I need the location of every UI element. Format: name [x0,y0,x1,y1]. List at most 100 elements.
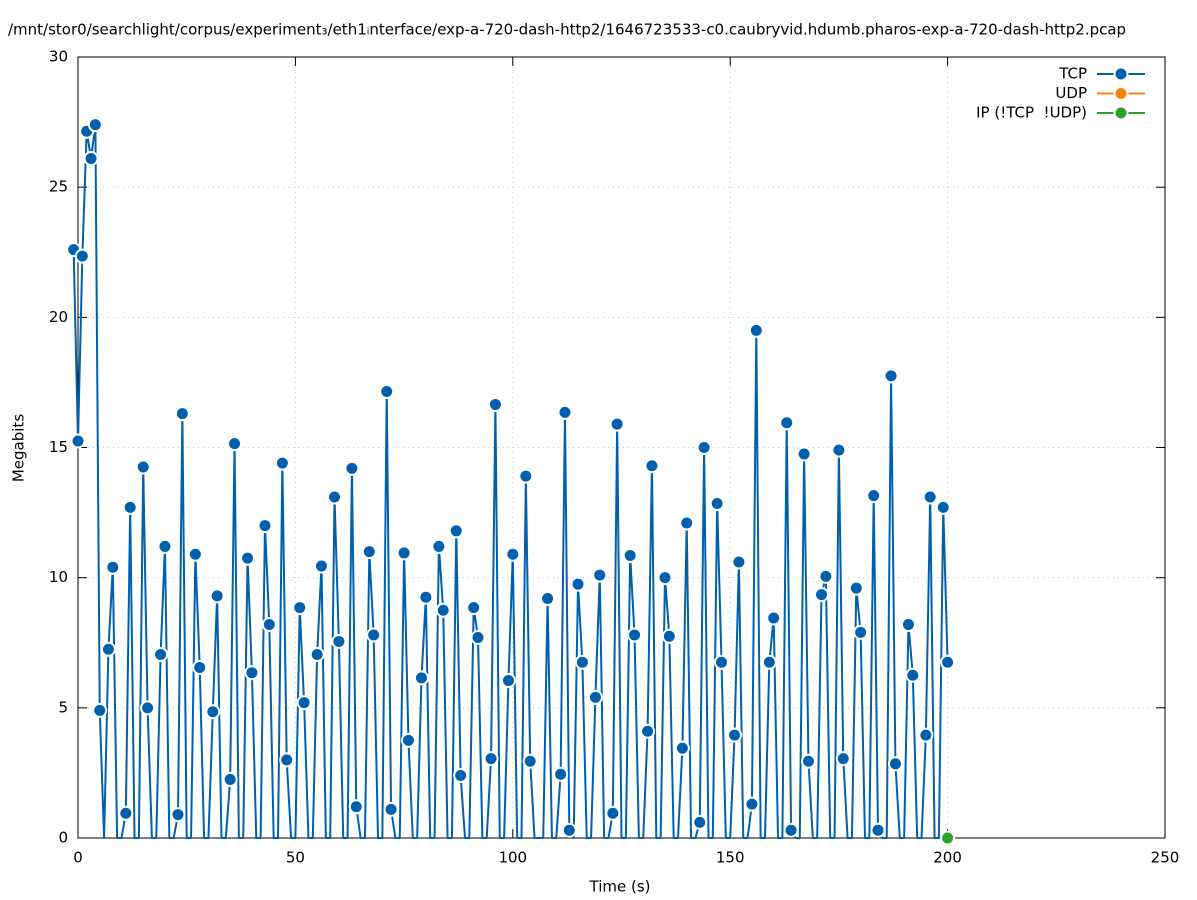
legend-marker [1113,66,1129,82]
data-point [887,756,903,772]
y-tick-label: 5 [58,698,68,716]
data-point [296,695,312,711]
data-point [244,665,260,681]
data-point [122,499,138,515]
data-point [70,433,86,449]
data-point [779,415,795,431]
y-tick-label: 30 [49,48,68,66]
y-tick-label: 20 [49,308,68,326]
y-tick-label: 15 [49,438,68,456]
data-point [522,753,538,769]
data-point [187,546,203,562]
data-point [835,751,851,767]
data-point [853,624,869,640]
data-point [170,807,186,823]
data-point [240,550,256,566]
plot-border [77,56,1166,839]
data-point [135,459,151,475]
data-point [918,727,934,743]
data-point [605,805,621,821]
data-point [257,518,273,534]
data-point [657,570,673,586]
data-point [279,752,295,768]
y-tick-label: 0 [58,829,68,847]
data-point [487,397,503,413]
data-point [940,654,956,670]
data-point [800,753,816,769]
data-point [105,559,121,575]
data-point [400,732,416,748]
data-point [222,771,238,787]
data-point [587,689,603,705]
data-point [331,633,347,649]
data-point [83,151,99,167]
data-point [661,628,677,644]
data-point [922,489,938,505]
data-point [744,796,760,812]
data-point [366,627,382,643]
data-point [518,468,534,484]
y-tick-label: 10 [49,568,68,586]
data-point [361,544,377,560]
data-point [674,740,690,756]
data-point [92,702,108,718]
data-point [379,384,395,400]
chart-title: /mnt/stor0/searchlight/corpus/experiment… [8,21,1126,39]
data-point [396,545,412,561]
data-point [592,567,608,583]
x-tick-label: 100 [498,849,527,867]
data-point [814,587,830,603]
data-point [466,600,482,616]
data-point [900,617,916,633]
legend-label: TCP [1058,65,1087,83]
data-point [118,805,134,821]
y-tick-label: 25 [49,178,68,196]
data-point [761,654,777,670]
x-tick-label: 150 [716,849,745,867]
data-point [748,322,764,338]
data-point [274,455,290,471]
data-point [383,801,399,817]
legend-label: IP (!TCP !UDP) [976,104,1087,122]
data-point [640,723,656,739]
data-point [553,766,569,782]
x-tick-label: 50 [286,849,305,867]
data-point [192,659,208,675]
data-point [692,814,708,830]
data-point [644,458,660,474]
data-point [418,589,434,605]
data-point [831,442,847,458]
data-point [709,495,725,511]
legend-marker [1113,105,1129,121]
x-tick-label: 200 [933,849,962,867]
x-tick-label: 0 [73,849,83,867]
data-point [483,751,499,767]
data-point [679,515,695,531]
data-point [609,416,625,432]
data-point [453,768,469,784]
series-line [72,123,949,839]
data-point [292,600,308,616]
data-point [540,590,556,606]
data-point [313,558,329,574]
data-point [431,538,447,554]
data-point [505,546,521,562]
data-point [818,568,834,584]
data-point [348,799,364,815]
data-point [727,727,743,743]
data-point [627,627,643,643]
data-point [870,822,886,838]
data-point [766,610,782,626]
data-point [783,822,799,838]
data-point [557,404,573,420]
data-point [140,700,156,716]
data-point [174,406,190,422]
x-tick-label: 250 [1151,849,1180,867]
data-point [714,654,730,670]
data-point [731,554,747,570]
data-point [74,248,90,264]
data-point [696,440,712,455]
data-point [574,654,590,670]
